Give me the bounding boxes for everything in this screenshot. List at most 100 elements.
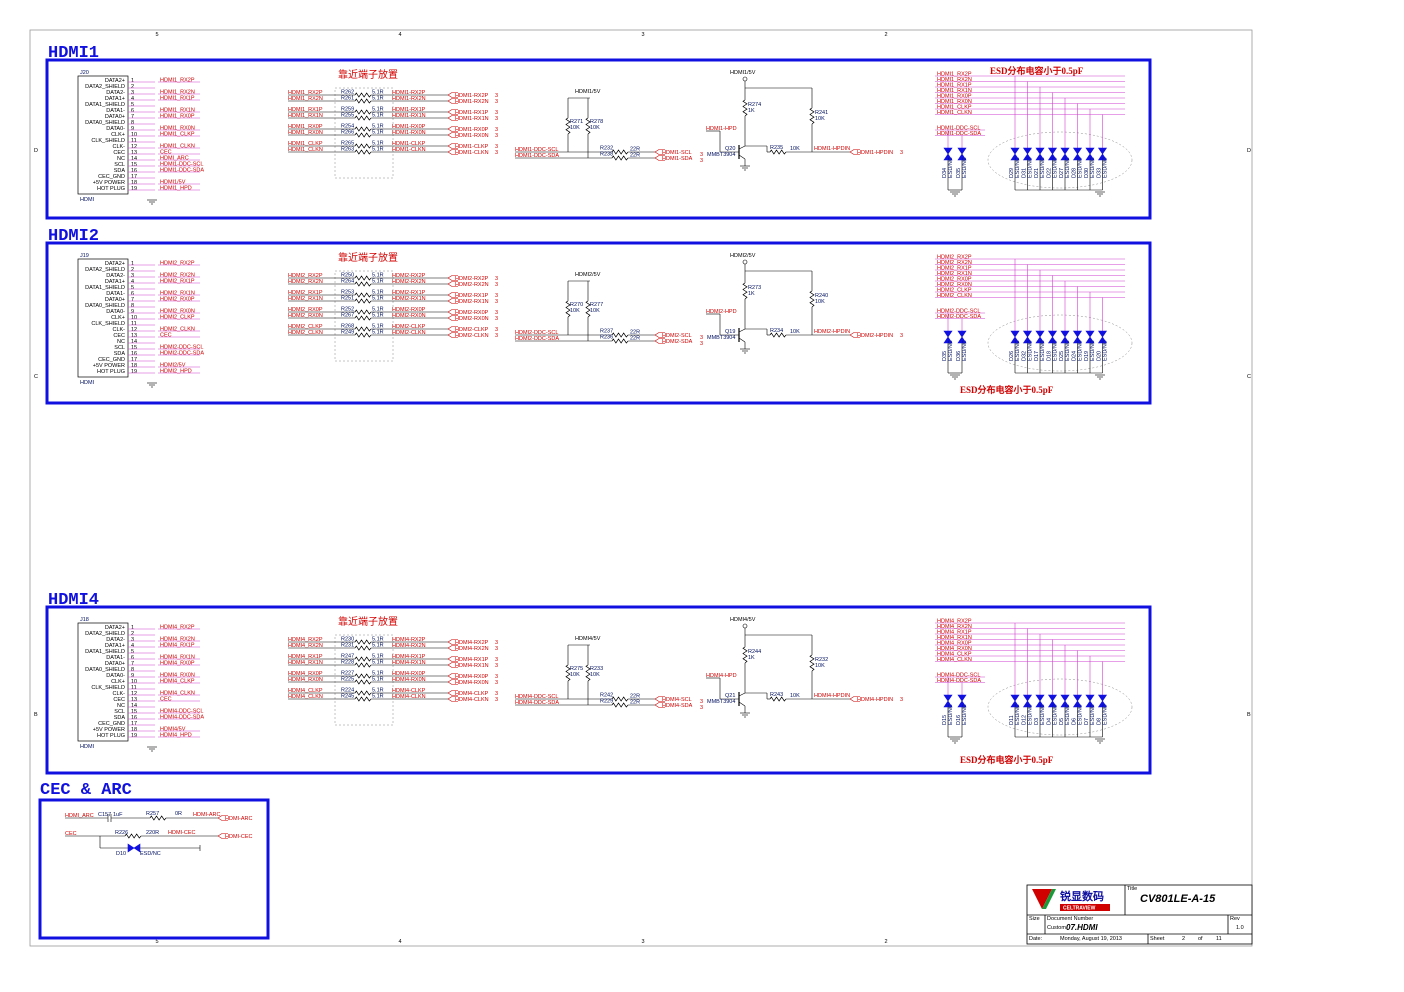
net-label: CEC <box>160 150 172 156</box>
pin-number: 6 <box>131 108 134 114</box>
resistor-value: 5.1R <box>372 90 384 96</box>
esd-group <box>987 678 1133 736</box>
resistor-ref: R242 <box>600 693 613 699</box>
resistor <box>354 292 372 298</box>
pin-number: 19 <box>131 369 137 375</box>
resistor-value: 10K <box>790 693 800 699</box>
port-label: HDMI2-RX0P <box>455 310 489 316</box>
resistor-ref: R235 <box>770 145 783 151</box>
net-label: HDMI2_RX2N <box>160 273 195 279</box>
port-label: HDMI1-HPDIN <box>857 150 893 156</box>
resistor-ref: R270 <box>570 302 583 308</box>
resistor <box>354 109 372 115</box>
net-label: HDMI1_RX0P <box>288 124 323 130</box>
net-label: HDMI1_RX0N <box>288 130 323 136</box>
pin-number: 18 <box>131 727 137 733</box>
net-label: HDMI1_RX2P <box>937 72 972 78</box>
port-sheet: 3 <box>495 99 498 105</box>
off-page-port <box>447 696 458 702</box>
off-page-port <box>447 690 458 696</box>
doc-label: Document Number <box>1047 916 1093 922</box>
pin-name: DATA2- <box>106 637 125 643</box>
pin-name: DATA0_SHIELD <box>85 667 125 673</box>
pin-number: 14 <box>131 339 137 345</box>
frame-column: 2 <box>884 32 887 38</box>
resistor-value: 10K <box>570 125 580 131</box>
net-label: HDMI4-RX1N <box>392 660 426 666</box>
pin-name: SDA <box>114 351 126 357</box>
resistor <box>585 117 591 135</box>
off-page-port <box>447 149 458 155</box>
placement-note: 靠近端子放置 <box>338 615 398 628</box>
diode-ref: D3 <box>1034 718 1040 725</box>
resistor <box>354 656 372 662</box>
resistor <box>611 332 629 338</box>
off-page-port <box>447 326 458 332</box>
net-label: HDMI4_RX2N <box>937 624 972 630</box>
diode-ref: D18 <box>1047 351 1053 361</box>
net-label: HDMI2_RX0P <box>937 277 972 283</box>
pin-name: DATA0_SHIELD <box>85 303 125 309</box>
net-label: HDMI1-DDC-SCL <box>937 126 980 132</box>
net-label: HDMI4-CLKP <box>392 688 426 694</box>
diode-ref: D21 <box>1034 168 1040 178</box>
net-label: HDMI2-DDC-SDA <box>937 314 981 320</box>
net-label: HDMI2_RX0N <box>160 309 195 315</box>
net-label: HDMI4_RX0N <box>160 673 195 679</box>
date-value: Monday, August 19, 2013 <box>1060 936 1122 942</box>
resistor-ref: R277 <box>590 302 603 308</box>
net-label: HDMI1_RX0P <box>937 94 972 100</box>
transistor-ref: Q19 <box>725 329 735 335</box>
diode-ref: D32 <box>1022 351 1028 361</box>
port-sheet: 3 <box>495 646 498 652</box>
resistor-value: 5.1R <box>372 694 384 700</box>
pin-name: DATA1_SHIELD <box>85 102 125 108</box>
pin-number: 5 <box>131 102 134 108</box>
net-label: HDMI4_CLKP <box>160 679 195 685</box>
net-label: HDMI4-RX2N <box>392 643 426 649</box>
diode-ref: D30 <box>1084 168 1090 178</box>
resistor <box>354 132 372 138</box>
pin-number: 3 <box>131 637 134 643</box>
pin-name: DATA2- <box>106 90 125 96</box>
port-sheet: 3 <box>495 93 498 99</box>
net-label: HDMI2-HPD <box>706 309 737 315</box>
port-sheet: 3 <box>495 116 498 122</box>
pin-name: CLK- <box>112 691 125 697</box>
net-label: HDMI4_RX0N <box>937 646 972 652</box>
resistor <box>354 662 372 668</box>
port-label: HDMI1-RX1N <box>455 116 489 122</box>
diode-part: ESD/NC <box>948 340 954 361</box>
frame-column: 5 <box>155 32 158 38</box>
net-label: HDMI4-RX2P <box>392 637 426 643</box>
net-label: HDMI2/5V <box>160 363 186 369</box>
pin-number: 16 <box>131 168 137 174</box>
resistor <box>354 92 372 98</box>
port-sheet: 3 <box>700 158 703 164</box>
port-label: HDMI1-RX1P <box>455 110 489 116</box>
diode-ref: D17 <box>1034 351 1040 361</box>
resistor-ref: R254 <box>341 124 354 130</box>
net-label: HDMI2_RX1P <box>937 266 972 272</box>
pin-number: 7 <box>131 114 134 120</box>
section-box <box>45 241 1152 405</box>
pin-name: CEC_GND <box>98 357 125 363</box>
diode-part: ESD/NC <box>1053 340 1059 361</box>
net-label: HDMI1_RX0P <box>160 114 195 120</box>
resistor <box>565 664 571 682</box>
net-label: CEC <box>65 831 77 837</box>
pin-number: 17 <box>131 357 137 363</box>
resistor-ref: R273 <box>748 285 761 291</box>
diode-ref: D15 <box>942 715 948 725</box>
net-label: HDMI1-DDC-SDA <box>937 131 981 137</box>
net-label: HDMI4_RX1N <box>937 635 972 641</box>
net-label: HDMI2-CLKN <box>392 330 426 336</box>
net-label: HDMI1-RX2N <box>392 96 426 102</box>
resistor-ref: R224 <box>341 688 354 694</box>
net-label: HDMI4-DDC-SDA <box>937 678 981 684</box>
resistor <box>611 149 629 155</box>
resistor-value: 5.1R <box>372 671 384 677</box>
resistor-value: 10K <box>590 672 600 678</box>
resistor-ref: R266 <box>341 130 354 136</box>
port-sheet: 3 <box>900 333 903 339</box>
